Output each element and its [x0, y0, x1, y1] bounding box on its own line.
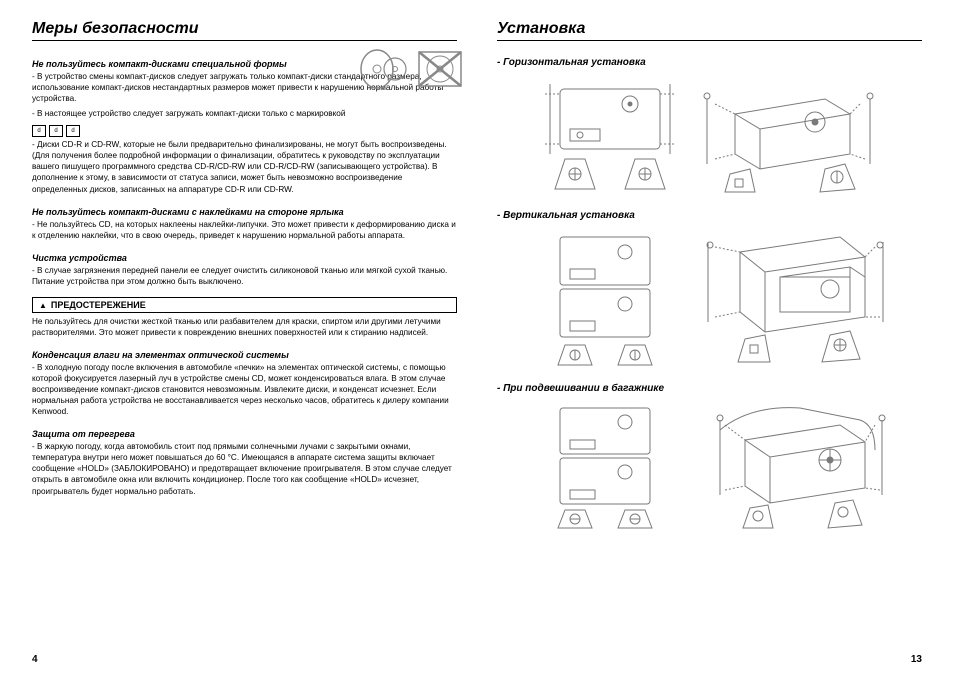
susp-iso-view: [690, 400, 890, 530]
figure-suspended: [497, 400, 922, 530]
para: - В случае загрязнения передней панели е…: [32, 265, 457, 287]
para: - Диски CD-R и CD-RW, которые не были пр…: [32, 139, 457, 194]
page-number-left: 4: [32, 654, 38, 665]
horiz-iso-view: [695, 74, 885, 194]
right-page-title: Установка: [497, 20, 922, 41]
horiz-top-view: [535, 74, 685, 194]
figure-vertical: [497, 227, 922, 367]
disc-icons-row: [359, 48, 465, 90]
warning-text: Не пользуйтесь для очистки жесткой ткань…: [32, 316, 457, 338]
sub-suspended: - При подвешивании в багажнике: [497, 383, 922, 394]
figure-horizontal: [497, 74, 922, 194]
sub-horizontal: - Горизонтальная установка: [497, 57, 922, 68]
heading-cleaning: Чистка устройства: [32, 253, 457, 263]
odd-disc-icon: [359, 48, 409, 90]
para: - В настоящее устройство следует загружа…: [32, 108, 457, 119]
crossed-disc-icon: [415, 48, 465, 90]
para: - Не пользуйтесь CD, на которых наклеены…: [32, 219, 457, 241]
page-number-right: 13: [911, 654, 922, 665]
sub-vertical: - Вертикальная установка: [497, 210, 922, 221]
heading-condensation: Конденсация влаги на элементах оптическо…: [32, 350, 457, 360]
susp-top-view: [530, 400, 680, 530]
warning-label-box: ПРЕДОСТЕРЕЖЕНИЕ: [32, 297, 457, 313]
cd-logo-icon: d: [32, 125, 46, 137]
cd-logo-icons: d d d: [32, 125, 457, 137]
para: - В жаркую погоду, когда автомобиль стои…: [32, 441, 457, 496]
heading-stickers: Не пользуйтесь компакт-дисками с наклейк…: [32, 207, 457, 217]
vert-iso-view: [690, 227, 890, 367]
heading-overheat: Защита от перегрева: [32, 429, 457, 439]
cd-logo-icon: d: [49, 125, 63, 137]
left-page-title: Меры безопасности: [32, 20, 457, 41]
vert-top-view: [530, 227, 680, 367]
cd-logo-icon: d: [66, 125, 80, 137]
para: - В холодную погоду после включения в ав…: [32, 362, 457, 417]
